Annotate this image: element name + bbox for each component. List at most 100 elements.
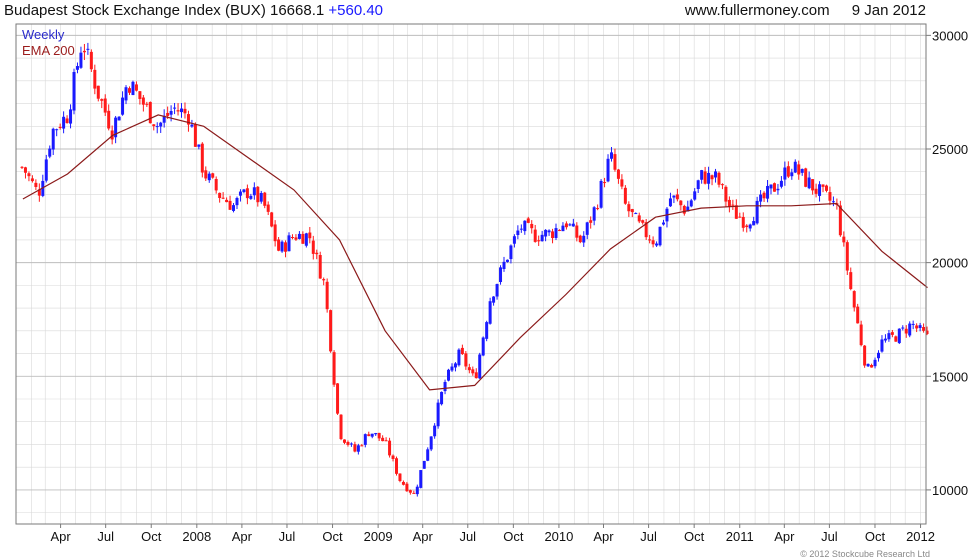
candle-body: [762, 192, 766, 199]
candle-body: [575, 225, 579, 238]
candle-body: [738, 216, 742, 218]
candle-body: [169, 111, 173, 115]
x-tick-label: 2008: [182, 529, 211, 544]
x-tick-label: 2011: [726, 529, 754, 544]
x-tick-label: 2010: [544, 529, 573, 544]
candle-body: [342, 439, 346, 443]
candle-body: [870, 365, 874, 368]
candle-body: [453, 363, 457, 368]
candle-body: [384, 440, 388, 442]
copyright-note: © 2012 Stockcube Research Ltd: [800, 549, 930, 559]
candle-body: [96, 85, 100, 99]
candle-body: [367, 434, 371, 437]
candle-body: [668, 198, 672, 207]
candle-body: [672, 195, 676, 198]
candle-body: [831, 201, 835, 203]
candle-body: [360, 445, 364, 447]
candle-body: [776, 188, 780, 191]
candle-body: [256, 186, 260, 203]
candle-body: [651, 240, 655, 245]
chart-title: Budapest Stock Exchange Index (BUX) 1666…: [4, 2, 383, 19]
candle-body: [332, 352, 336, 385]
candle-body: [273, 224, 277, 242]
candle-body: [828, 192, 832, 201]
chart-legend: Weekly EMA 200: [22, 27, 75, 59]
candle-body: [918, 325, 922, 328]
candle-body: [325, 281, 329, 310]
candle-body: [225, 199, 229, 203]
legend-weekly: Weekly: [22, 27, 65, 42]
candle-body: [478, 354, 482, 379]
candle-body: [124, 87, 128, 101]
candle-body: [395, 458, 399, 474]
candle-body: [252, 187, 256, 196]
x-tick-label: Jul: [97, 529, 114, 544]
chart-header: Budapest Stock Exchange Index (BUX) 1666…: [0, 0, 980, 24]
y-tick-label: 30000: [932, 28, 968, 43]
candle-body: [141, 97, 145, 105]
weekly-series: [20, 42, 929, 497]
x-tick-label: Apr: [50, 529, 71, 544]
candle-body: [797, 164, 801, 175]
candle-body: [637, 215, 641, 222]
y-tick-label: 15000: [932, 369, 968, 384]
candle-body: [824, 185, 828, 191]
candle-body: [176, 110, 180, 112]
x-tick-label: Oct: [322, 529, 343, 544]
candle-body: [377, 432, 381, 439]
candle-body: [908, 323, 912, 336]
candle-body: [152, 124, 156, 127]
candle-body: [72, 72, 76, 111]
x-tick-label: Jul: [821, 529, 838, 544]
candle-body: [388, 440, 392, 456]
candle-body: [710, 175, 714, 180]
candle-body: [693, 191, 697, 200]
candle-body: [599, 180, 603, 208]
candle-body: [630, 209, 634, 213]
candle-body: [162, 115, 166, 123]
candle-body: [370, 433, 374, 437]
candle-body: [127, 88, 131, 93]
candle-body: [904, 328, 908, 334]
candle-body: [641, 220, 645, 223]
candle-body: [603, 182, 607, 184]
candle-body: [82, 50, 86, 53]
x-tick-label: 2012: [906, 529, 935, 544]
candle-body: [474, 372, 478, 379]
candle-body: [554, 228, 558, 238]
x-tick-label: Apr: [774, 529, 795, 544]
candle-body: [287, 235, 291, 252]
y-tick-label: 25000: [932, 142, 968, 157]
candle-body: [138, 91, 142, 99]
candle-body: [772, 183, 776, 192]
candle-body: [748, 224, 752, 229]
candle-body: [537, 240, 541, 242]
candle-body: [714, 171, 718, 178]
candle-body: [526, 218, 530, 223]
candle-body: [838, 205, 842, 236]
candle-body: [242, 189, 246, 193]
candle-body: [294, 237, 298, 240]
candle-body: [887, 333, 891, 340]
candle-body: [183, 108, 187, 114]
x-tick-label: Oct: [141, 529, 162, 544]
candle-body: [679, 200, 683, 206]
candle-body: [93, 69, 97, 89]
candle-body: [436, 402, 440, 427]
candle-body: [145, 103, 149, 105]
candle-body: [322, 279, 326, 281]
candle-body: [353, 444, 357, 452]
candle-body: [790, 172, 794, 177]
candle-body: [821, 184, 825, 187]
candle-body: [401, 481, 405, 485]
candle-body: [121, 97, 125, 115]
candle-body: [315, 252, 319, 255]
ema-line: [22, 114, 928, 391]
candle-body: [561, 225, 565, 232]
candle-body: [578, 235, 582, 243]
candle-body: [363, 434, 367, 445]
source-site: www.fullermoney.com: [684, 2, 830, 19]
candle-body: [238, 191, 242, 196]
candle-body: [44, 159, 48, 181]
candle-body: [48, 148, 52, 157]
